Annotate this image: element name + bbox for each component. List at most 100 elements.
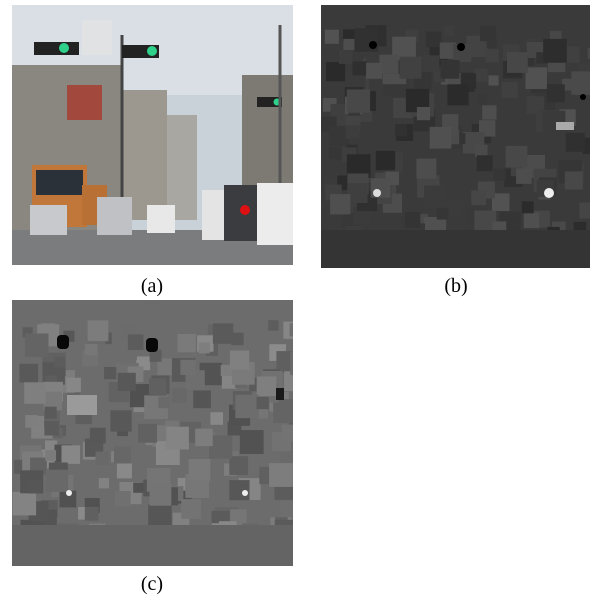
texture-block <box>150 484 172 506</box>
texture-block <box>240 430 264 454</box>
texture-block <box>235 395 258 418</box>
texture-block <box>149 378 166 395</box>
texture-block <box>376 151 395 170</box>
texture-block <box>543 39 567 63</box>
texture-block <box>166 427 189 450</box>
texture-block <box>25 415 38 428</box>
texture-block <box>547 84 565 102</box>
texture-block <box>566 133 585 152</box>
texture-block <box>172 388 187 403</box>
texture-block <box>88 320 109 341</box>
texture-block <box>405 212 420 227</box>
texture-block <box>326 62 345 81</box>
texture-block <box>66 378 81 393</box>
texture-block <box>516 168 532 184</box>
texture-block <box>522 201 534 213</box>
texture-block <box>494 169 506 181</box>
figure: (a) (b) (c) <box>0 0 593 599</box>
caption: (a) <box>112 275 192 298</box>
texture-block <box>117 463 132 478</box>
texture-block <box>588 48 590 59</box>
texture-block <box>480 26 496 42</box>
texture-block <box>104 367 116 379</box>
texture-block <box>325 30 339 44</box>
texture-block <box>482 105 496 119</box>
texture-block <box>138 424 157 443</box>
texture-block <box>24 382 46 404</box>
texture-block <box>178 334 196 352</box>
texture-block <box>506 146 528 168</box>
texture-block <box>257 397 269 409</box>
caption: (c) <box>112 573 192 596</box>
texture-block <box>114 447 131 464</box>
texture-block <box>230 351 249 370</box>
texture-block <box>502 82 518 98</box>
texture-block <box>257 376 277 396</box>
texture-block <box>489 75 499 85</box>
texture-block <box>181 499 201 519</box>
texture-block <box>347 90 370 113</box>
texture-block <box>13 492 37 516</box>
texture-block <box>99 478 109 488</box>
texture-block <box>526 67 548 89</box>
texture-block <box>282 425 293 442</box>
texture-block <box>485 49 498 62</box>
texture-block <box>290 323 293 336</box>
texture-block <box>444 26 454 36</box>
texture-block <box>229 456 248 475</box>
texture-block <box>343 39 354 50</box>
depth-map-c <box>12 300 293 566</box>
texture-block <box>437 208 449 220</box>
texture-block <box>268 320 278 330</box>
texture-block <box>507 52 528 73</box>
texture-block <box>229 480 249 500</box>
texture-block <box>62 445 81 464</box>
texture-block <box>477 94 487 104</box>
texture-block <box>158 397 170 409</box>
texture-block <box>571 71 590 95</box>
depth-map-b <box>321 5 590 268</box>
texture-block <box>54 357 65 368</box>
texture-block <box>346 125 360 138</box>
texture-block <box>28 480 42 494</box>
texture-block <box>441 60 460 79</box>
texture-block <box>25 334 49 358</box>
texture-block <box>448 84 469 105</box>
caption: (b) <box>416 275 496 298</box>
texture-block <box>430 127 452 149</box>
texture-block <box>379 55 398 74</box>
texture-block <box>524 213 539 228</box>
texture-block <box>329 147 342 160</box>
texture-block <box>348 183 368 203</box>
texture-block <box>148 504 172 528</box>
texture-block <box>189 459 211 481</box>
texture-block <box>416 159 436 179</box>
texture-block <box>210 412 223 425</box>
texture-block <box>426 32 442 48</box>
texture-block <box>366 63 382 79</box>
texture-block <box>193 391 211 409</box>
texture-block <box>471 190 486 205</box>
texture-block <box>213 323 233 343</box>
texture-block <box>424 186 446 208</box>
texture-block <box>118 373 136 391</box>
texture-block <box>96 452 109 465</box>
texture-block <box>330 194 350 214</box>
texture-block <box>339 50 353 64</box>
street-photo <box>12 5 293 265</box>
texture-block <box>290 352 293 376</box>
texture-block <box>400 57 422 79</box>
texture-block <box>85 343 98 356</box>
texture-block <box>115 491 131 507</box>
texture-block <box>133 483 143 493</box>
texture-block <box>195 429 213 447</box>
texture-block <box>474 69 487 82</box>
texture-block <box>231 333 244 346</box>
texture-block <box>199 342 210 353</box>
texture-block <box>417 107 430 120</box>
texture-block <box>110 410 131 431</box>
texture-block <box>580 203 591 219</box>
texture-block <box>423 55 440 72</box>
texture-block <box>19 364 38 383</box>
texture-block <box>395 124 407 136</box>
